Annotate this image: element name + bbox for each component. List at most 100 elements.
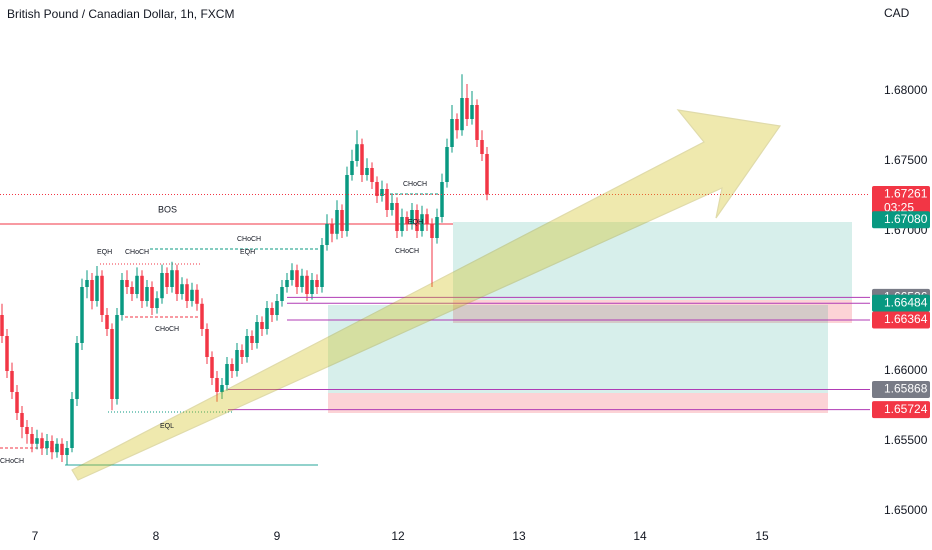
candle-body	[140, 275, 144, 301]
candle-body	[255, 322, 259, 343]
candle-body	[340, 210, 344, 231]
annotation: CHoCH	[403, 181, 427, 188]
candle-body	[20, 413, 24, 427]
candle-body	[265, 308, 269, 329]
candle-body	[300, 275, 304, 287]
annotation: CHoCH	[125, 249, 149, 256]
candle-body	[40, 438, 44, 448]
candle-body	[485, 154, 489, 195]
candle-body	[90, 280, 94, 301]
price-marker-label: 1.65724	[884, 402, 928, 416]
candle-body	[355, 144, 359, 161]
y-tick-label: 1.66000	[884, 363, 928, 377]
x-tick-label: 13	[512, 529, 526, 543]
candle-body	[405, 217, 409, 224]
candle-body	[5, 336, 9, 371]
candle-body	[70, 399, 74, 448]
candle-body	[330, 224, 334, 234]
annotation: CHoCH	[237, 236, 261, 243]
x-tick-label: 8	[153, 529, 160, 543]
candle-body	[135, 275, 139, 294]
candle-body	[210, 357, 214, 378]
x-tick-label: 14	[633, 529, 647, 543]
candle-body	[105, 315, 109, 329]
candle-body	[215, 378, 219, 392]
candles	[0, 74, 489, 465]
candle-body	[75, 343, 79, 399]
candle-body	[50, 441, 54, 453]
price-axis	[870, 0, 932, 550]
candle-body	[55, 443, 59, 453]
candle-body	[430, 224, 434, 238]
candle-body	[240, 350, 244, 357]
candle-body	[450, 119, 454, 147]
candle-body	[65, 448, 69, 455]
x-tick-label: 12	[391, 529, 405, 543]
candle-body	[30, 434, 34, 444]
candle-body	[475, 105, 479, 140]
candle-body	[440, 182, 444, 217]
candle-body	[275, 301, 279, 315]
candle-body	[400, 217, 404, 231]
candle-body	[425, 214, 429, 224]
candle-body	[225, 364, 229, 385]
candle-body	[320, 245, 324, 287]
candle-body	[115, 315, 119, 399]
candle-body	[375, 182, 379, 196]
annotation: EQH	[97, 249, 112, 256]
candle-body	[245, 336, 249, 357]
annotation: CHoCH	[395, 248, 419, 255]
candle-body	[315, 280, 319, 287]
candle-body	[160, 273, 164, 299]
candle-body	[290, 270, 294, 280]
candle-body	[420, 214, 424, 231]
candle-body	[285, 280, 289, 287]
candle-body	[35, 438, 39, 444]
price-marker	[872, 311, 930, 329]
candle-body	[345, 175, 349, 231]
candle-body	[445, 147, 449, 182]
candle-body	[130, 287, 134, 294]
loss-zone	[328, 393, 828, 413]
candle-body	[0, 315, 4, 336]
candle-body	[455, 119, 459, 131]
candle-body	[15, 392, 19, 413]
candle-body	[190, 289, 194, 301]
price-marker-label: 1.67080	[884, 212, 928, 226]
candle-body	[480, 140, 484, 154]
candle-body	[150, 287, 154, 308]
candle-body	[145, 287, 149, 301]
candle-body	[220, 385, 224, 392]
candle-body	[260, 322, 264, 329]
x-tick-label: 15	[755, 529, 769, 543]
x-tick-label: 9	[274, 529, 281, 543]
candle-body	[470, 105, 474, 119]
price-marker	[872, 380, 930, 398]
candle-body	[10, 371, 14, 392]
price-marker-label: 1.66364	[884, 312, 928, 326]
candle-body	[410, 210, 414, 224]
candle-body	[415, 210, 419, 231]
candle-body	[195, 289, 199, 304]
price-marker	[872, 401, 930, 419]
profit-zone	[453, 222, 852, 300]
candle-body	[100, 275, 104, 315]
candle-body	[385, 189, 389, 210]
chart-title: British Pound / Canadian Dollar, 1h, FXC…	[7, 7, 234, 21]
candle-body	[310, 280, 314, 294]
candle-body	[205, 329, 209, 357]
candle-body	[60, 443, 64, 455]
candle-body	[390, 203, 394, 210]
annotation: CHoCH	[0, 458, 24, 465]
candle-body	[335, 210, 339, 234]
candle-body	[175, 270, 179, 294]
loss-zone	[453, 300, 852, 323]
candle-body	[165, 273, 169, 287]
countdown: 03:25	[884, 201, 914, 215]
annotation: BOS	[158, 204, 177, 214]
annotation: CHoCH	[155, 326, 179, 333]
candle-body	[120, 280, 124, 315]
price-marker-label: 1.67261	[884, 187, 928, 201]
candle-body	[305, 275, 309, 294]
